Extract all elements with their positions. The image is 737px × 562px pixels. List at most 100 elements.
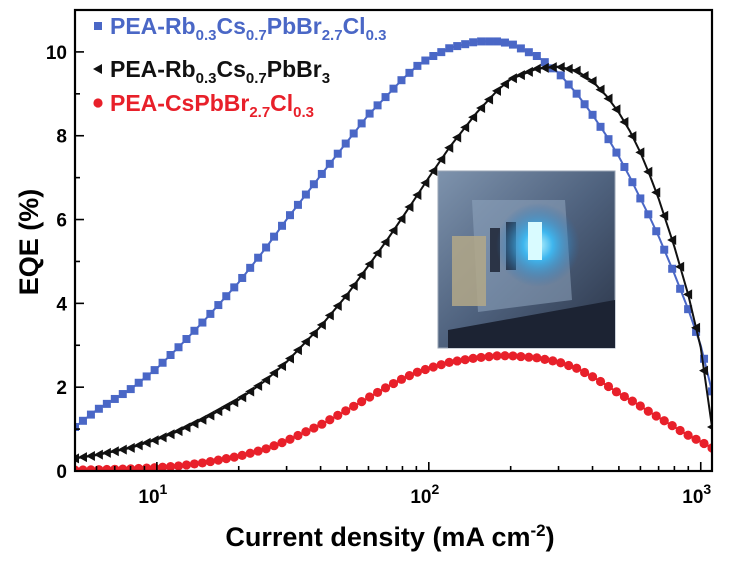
series-1-marker <box>531 63 541 74</box>
series-1-marker <box>372 248 382 259</box>
series-0-marker <box>150 366 159 375</box>
series-0-marker <box>580 100 589 109</box>
series-2-marker <box>683 430 693 440</box>
legend-marker <box>93 98 103 108</box>
series-0-marker <box>102 399 111 408</box>
series-0-marker <box>644 210 653 219</box>
series-1-marker <box>436 154 446 165</box>
series-1-marker <box>515 70 525 81</box>
series-1-marker <box>587 76 597 87</box>
series-1-marker <box>388 225 398 236</box>
series-1-marker <box>691 322 701 333</box>
series-0-marker <box>86 410 95 419</box>
series-0-marker <box>174 343 183 352</box>
series-0-marker <box>524 48 533 57</box>
series-0-marker <box>333 149 342 158</box>
series-2 <box>75 351 712 471</box>
series-1-marker <box>523 66 533 77</box>
series-2-marker <box>691 434 701 444</box>
series-1-marker <box>499 78 509 89</box>
series-1-marker <box>428 166 438 177</box>
series-1-marker <box>707 424 712 430</box>
series-0-marker <box>421 56 430 65</box>
series-2-marker <box>173 461 184 471</box>
series-1-marker <box>563 63 573 74</box>
series-1-marker <box>109 446 119 457</box>
series-0-marker <box>373 101 382 110</box>
series-1-marker <box>452 132 462 143</box>
series-0-marker <box>317 169 326 178</box>
series-1-marker <box>468 112 478 123</box>
series-1-marker <box>77 452 87 463</box>
series-2-marker <box>564 360 574 371</box>
series-0-marker <box>708 387 712 396</box>
series-1-marker <box>627 131 637 142</box>
series-0-marker <box>158 358 167 367</box>
series-1-marker <box>213 406 223 417</box>
series-0-marker <box>126 385 135 394</box>
y-tick-label: 10 <box>46 43 67 64</box>
legend-item-2: PEA-CsPbBr2.7Cl0.3 <box>93 90 314 121</box>
series-2-marker <box>333 410 343 420</box>
series-0-marker <box>429 52 438 61</box>
series-2-marker <box>237 450 247 460</box>
series-2-marker <box>181 460 192 470</box>
series-2-marker <box>102 464 112 471</box>
series-0-marker <box>461 40 470 49</box>
series-1-marker <box>245 386 255 397</box>
series-2-marker <box>380 383 391 393</box>
series-2-marker <box>301 427 311 437</box>
series-2-marker <box>372 387 383 398</box>
series-1-marker <box>269 368 279 379</box>
series-0-marker <box>604 135 613 144</box>
series-1-marker <box>340 291 350 302</box>
series-1-marker <box>125 442 135 453</box>
series-0-marker <box>325 159 334 168</box>
series-2-marker <box>635 401 645 411</box>
series-0-marker <box>198 318 207 327</box>
series-1-marker <box>364 259 374 270</box>
series-2-marker <box>341 406 351 416</box>
x-tick-label: 102 <box>410 481 439 508</box>
series-1-marker <box>149 435 159 446</box>
ticks-layer: 101 102 103 0 2 4 6 8 10 <box>46 43 712 508</box>
legend-marker <box>93 64 102 74</box>
series-1-marker <box>547 62 557 73</box>
series-0-marker <box>700 354 709 363</box>
series-2-marker <box>309 423 319 433</box>
series-1-marker <box>173 426 183 437</box>
series-2-marker <box>500 351 510 361</box>
series-0-marker <box>222 292 231 301</box>
series-2-marker <box>349 401 359 411</box>
series-2-marker <box>524 352 534 362</box>
series-0-marker <box>564 80 573 89</box>
series-0-marker <box>485 37 494 46</box>
series-0-marker <box>556 71 565 80</box>
series-2-marker <box>357 397 367 407</box>
series-0-marker <box>110 394 119 403</box>
series-0-marker <box>118 390 127 399</box>
series-2-marker <box>540 354 550 364</box>
series-0-marker <box>652 227 661 236</box>
series-0-marker <box>230 283 239 292</box>
series-0-marker <box>628 178 637 187</box>
series-2-marker <box>699 438 709 449</box>
series-1-marker <box>189 418 199 429</box>
series-1-marker <box>595 84 605 95</box>
series-0-marker <box>365 109 374 118</box>
series-1-marker <box>460 122 470 133</box>
series-0-marker <box>477 37 486 46</box>
series-2-marker <box>197 458 207 468</box>
x-tick-label: 101 <box>138 481 167 508</box>
series-0-marker <box>684 305 693 314</box>
legend-marker <box>94 22 102 30</box>
series-1-marker <box>380 237 390 248</box>
series-1-marker <box>277 361 287 372</box>
legend-item-0: PEA-Rb0.3Cs0.7PbBr2.7Cl0.3 <box>94 13 386 44</box>
series-2-marker <box>452 356 462 366</box>
series-1-marker <box>253 380 263 391</box>
series-2-marker <box>436 360 446 370</box>
series-1-marker <box>476 102 486 113</box>
series-1-marker <box>261 375 271 386</box>
series-2-marker <box>213 455 223 465</box>
